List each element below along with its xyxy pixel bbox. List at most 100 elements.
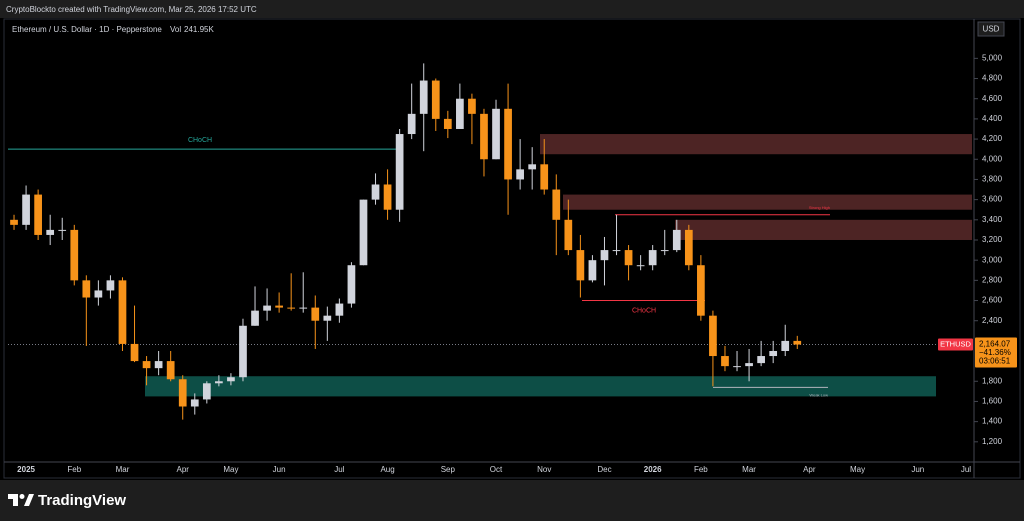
candle-body xyxy=(552,189,561,220)
logo-slash xyxy=(24,494,34,506)
footer xyxy=(0,480,1024,521)
y-tick-label: 3,200 xyxy=(982,235,1003,244)
candle-body xyxy=(769,350,778,357)
x-tick-label: 2025 xyxy=(17,465,35,474)
logo-stem xyxy=(13,494,18,506)
candle-body xyxy=(383,184,392,210)
candle-body xyxy=(311,307,320,321)
candle-body xyxy=(564,219,573,251)
candle-body xyxy=(202,383,211,400)
candle-body xyxy=(263,305,271,311)
x-tick-label: 2026 xyxy=(644,465,662,474)
x-tick-label: Apr xyxy=(176,465,189,474)
y-tick-label: 2,600 xyxy=(982,296,1003,305)
candle-body xyxy=(275,305,283,308)
plot: CHoCH Strong High CHoCH Weak Low 1,200 1,400 1… xyxy=(8,53,1017,474)
y-tick-label: 4,000 xyxy=(982,154,1003,163)
x-tick-label: Jun xyxy=(911,465,924,474)
x-tick-label: Jul xyxy=(961,465,971,474)
candle-body xyxy=(443,118,452,129)
candle-body xyxy=(648,250,657,266)
price-box xyxy=(975,337,1017,368)
candle-body xyxy=(335,303,344,316)
zone xyxy=(563,194,972,210)
x-tick-label: Oct xyxy=(490,465,503,474)
y-tick-label: 4,600 xyxy=(982,94,1003,103)
candle-body xyxy=(672,229,681,251)
candle-body xyxy=(58,229,67,231)
x-tick-label: Jul xyxy=(334,465,344,474)
candle-body xyxy=(299,307,308,309)
candle-body xyxy=(130,343,139,362)
y-tick-label: 3,800 xyxy=(982,175,1003,184)
candle-body xyxy=(323,315,332,321)
candle-body xyxy=(684,229,693,266)
candle-body xyxy=(660,250,669,252)
candle-body xyxy=(371,184,380,200)
candle-body xyxy=(528,164,537,170)
candle-body xyxy=(793,340,802,345)
level-label: Weak Low xyxy=(809,392,828,397)
candle-body xyxy=(46,229,55,235)
y-tick-label: 3,400 xyxy=(982,215,1003,224)
candle-body xyxy=(456,98,464,129)
candle-body xyxy=(227,377,235,382)
x-tick-label: May xyxy=(850,465,865,474)
candle-body xyxy=(468,98,476,114)
candle-body xyxy=(395,134,404,210)
candle-body xyxy=(190,399,199,407)
volume: 241.95K xyxy=(184,25,214,34)
candle-body xyxy=(118,280,127,344)
y-tick-label: 1,400 xyxy=(982,417,1003,426)
y-tick-label: 1,800 xyxy=(982,376,1003,385)
x-tick-label: Dec xyxy=(597,465,611,474)
candle-body xyxy=(142,361,151,369)
candle-body xyxy=(721,356,729,367)
candle-body xyxy=(624,250,633,266)
panel-border xyxy=(3,18,1021,479)
chart-title: Ethereum / U.S. Dollar · 1D · Pepperston… xyxy=(12,25,162,34)
level-label: Strong High xyxy=(809,205,830,210)
candle-body xyxy=(516,169,524,180)
change: −41.36% xyxy=(979,348,1011,357)
candle-body xyxy=(600,250,609,261)
candle-body xyxy=(251,310,259,326)
series-label-box xyxy=(938,338,973,351)
y-tick-label: 3,000 xyxy=(982,255,1003,264)
y-tick-label: 3,600 xyxy=(982,195,1003,204)
x-tick-label: Nov xyxy=(537,465,551,474)
y-tick-label: 2,800 xyxy=(982,275,1003,284)
candle-body xyxy=(178,379,187,407)
candle-body xyxy=(709,315,717,357)
last-price: 2,164.07 xyxy=(979,340,1011,349)
brand: TradingView xyxy=(38,492,126,509)
candle-body xyxy=(419,80,428,114)
y-tick-label: 4,400 xyxy=(982,114,1003,123)
x-tick-label: Mar xyxy=(742,465,756,474)
y-tick-label: 1,600 xyxy=(982,397,1003,406)
candle-body xyxy=(612,250,621,252)
candle-body xyxy=(94,290,103,298)
level-label: CHoCH xyxy=(632,307,656,314)
candle-body xyxy=(540,164,549,190)
x-tick-label: Feb xyxy=(694,465,708,474)
volume-prefix: Vol xyxy=(170,25,181,34)
candle-body xyxy=(431,80,440,119)
candle-body xyxy=(22,194,30,225)
x-tick-label: Mar xyxy=(116,465,130,474)
candle-body xyxy=(82,280,91,298)
candle-body xyxy=(347,265,356,304)
logo-dot xyxy=(19,494,25,499)
y-tick-label: 2,400 xyxy=(982,316,1003,325)
candle-body xyxy=(215,381,223,384)
candle-body xyxy=(239,325,247,378)
x-tick-label: Jun xyxy=(273,465,286,474)
candle-body xyxy=(166,361,175,380)
candle-body xyxy=(106,280,115,291)
zone xyxy=(145,376,936,397)
x-tick-label: Feb xyxy=(67,465,81,474)
unit-box xyxy=(977,21,1005,37)
